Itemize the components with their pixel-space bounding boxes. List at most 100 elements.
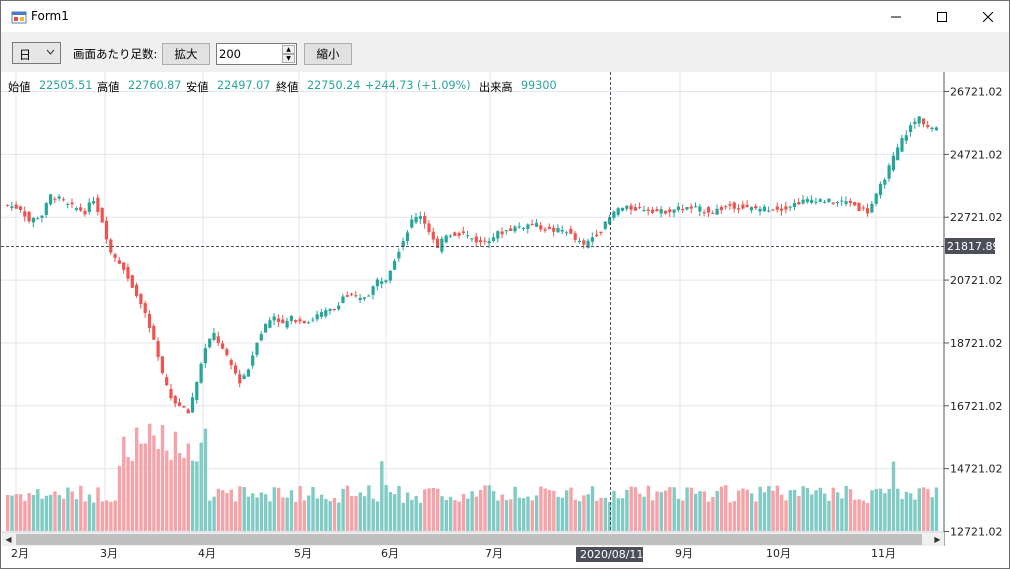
candle-body [113, 254, 117, 258]
volume-bar [853, 499, 857, 531]
y-tick-label: 14721.02 [950, 463, 1003, 476]
close-label: 終値 [276, 81, 299, 94]
volume-bar [341, 488, 345, 531]
maximize-button[interactable] [919, 1, 965, 32]
volume-bar [517, 497, 522, 531]
volume-bar [40, 498, 44, 531]
candle-body [526, 224, 530, 229]
candle-body [328, 309, 332, 311]
close-button[interactable] [965, 1, 1009, 32]
volume-bar [866, 502, 870, 531]
candlestick-chart[interactable]: 26721.02 24721.02 22721.02 20721.02 18721.02… [1, 72, 1009, 568]
volume-bar [534, 495, 539, 531]
volume-bar [827, 500, 831, 531]
volume-bar [461, 493, 466, 531]
maximize-icon [937, 11, 947, 22]
candle-body [797, 202, 801, 205]
candle-body [934, 127, 938, 131]
volume-bar [620, 498, 625, 531]
period-select[interactable]: 日 [12, 42, 61, 64]
volume-bar [823, 493, 827, 531]
volume-bar [208, 500, 212, 531]
zoom-in-button[interactable]: 拡大 [162, 43, 210, 65]
volume-bar [616, 498, 620, 531]
volume-bar [375, 501, 380, 531]
scroll-thumb[interactable] [16, 534, 922, 545]
volume-bar [315, 498, 319, 531]
scroll-left-icon[interactable]: ◀ [5, 535, 12, 544]
zoom-out-button[interactable]: 縮小 [304, 43, 352, 65]
volume-bar [504, 500, 509, 531]
volume-bar [724, 485, 728, 531]
volume-bar [840, 498, 844, 531]
volume-bar [440, 496, 444, 531]
candle-body [418, 216, 422, 220]
volume-bar [745, 489, 749, 531]
candle-body [655, 209, 659, 211]
candle-body [397, 251, 401, 259]
candle-body [44, 203, 48, 215]
candle-body [857, 202, 861, 211]
candle-body [350, 293, 354, 295]
candle-body [517, 226, 521, 228]
horizontal-scrollbar[interactable]: ◀ ▶ [2, 532, 944, 546]
bars-per-screen-spinner[interactable]: 200 ▲ ▼ [216, 43, 297, 65]
volume-bar [44, 495, 49, 531]
candle-body [324, 310, 328, 317]
volume-bar [633, 487, 638, 531]
candle-body [156, 341, 160, 357]
candle-body [483, 240, 487, 242]
candle-body [178, 402, 182, 406]
candle-body [147, 314, 152, 328]
volume-bar [324, 498, 328, 531]
spinner-down-button[interactable]: ▼ [282, 54, 295, 63]
candle-body [556, 228, 560, 233]
candle-body [18, 206, 23, 210]
candle-body [152, 325, 156, 340]
candle-body [126, 267, 130, 279]
volume-bar [651, 500, 655, 531]
candle-body [203, 348, 207, 364]
volume-bar [225, 492, 229, 531]
candle-body [810, 199, 814, 203]
volume-bar [814, 490, 818, 531]
volume-bar [264, 494, 268, 531]
volume-bar [350, 496, 354, 531]
volume-bar [393, 494, 397, 531]
candle-body [251, 355, 255, 366]
toolbar: 日 画面あたり足数: 拡大 200 ▲ ▼ 縮小 [1, 32, 1009, 72]
candle-body [40, 215, 44, 218]
candle-body [633, 207, 637, 211]
volume-bar [285, 497, 289, 531]
candle-body [590, 237, 594, 242]
candle-body [427, 223, 431, 233]
volume-bar [711, 496, 715, 531]
candle-body [10, 206, 14, 208]
high-label: 高値 [97, 81, 120, 94]
candle-body [711, 212, 715, 214]
candle-body [792, 202, 797, 207]
spinner-up-button[interactable]: ▲ [282, 45, 295, 54]
candle-body [844, 201, 848, 204]
minimize-button[interactable] [873, 1, 919, 32]
volume-bar [199, 442, 203, 531]
y-tick-label: 20721.02 [950, 274, 1003, 287]
volume-bar [629, 486, 633, 531]
candle-body [522, 227, 526, 229]
volume-bar [848, 489, 853, 531]
bars-per-screen-label: 画面あたり足数: [73, 47, 158, 61]
volume-bar [92, 502, 96, 531]
volume-bar [646, 485, 651, 531]
volume-bar [491, 491, 496, 531]
candle-body [513, 226, 517, 232]
volume-bar [10, 495, 14, 531]
app-icon [11, 11, 27, 24]
volume-bar [57, 495, 61, 531]
candle-body [608, 217, 612, 224]
volume-bar [861, 500, 866, 531]
volume-bar [595, 500, 599, 531]
candle-body [36, 218, 40, 220]
candle-body [173, 396, 177, 404]
candle-body [307, 322, 311, 324]
scroll-right-icon[interactable]: ▶ [934, 535, 941, 544]
